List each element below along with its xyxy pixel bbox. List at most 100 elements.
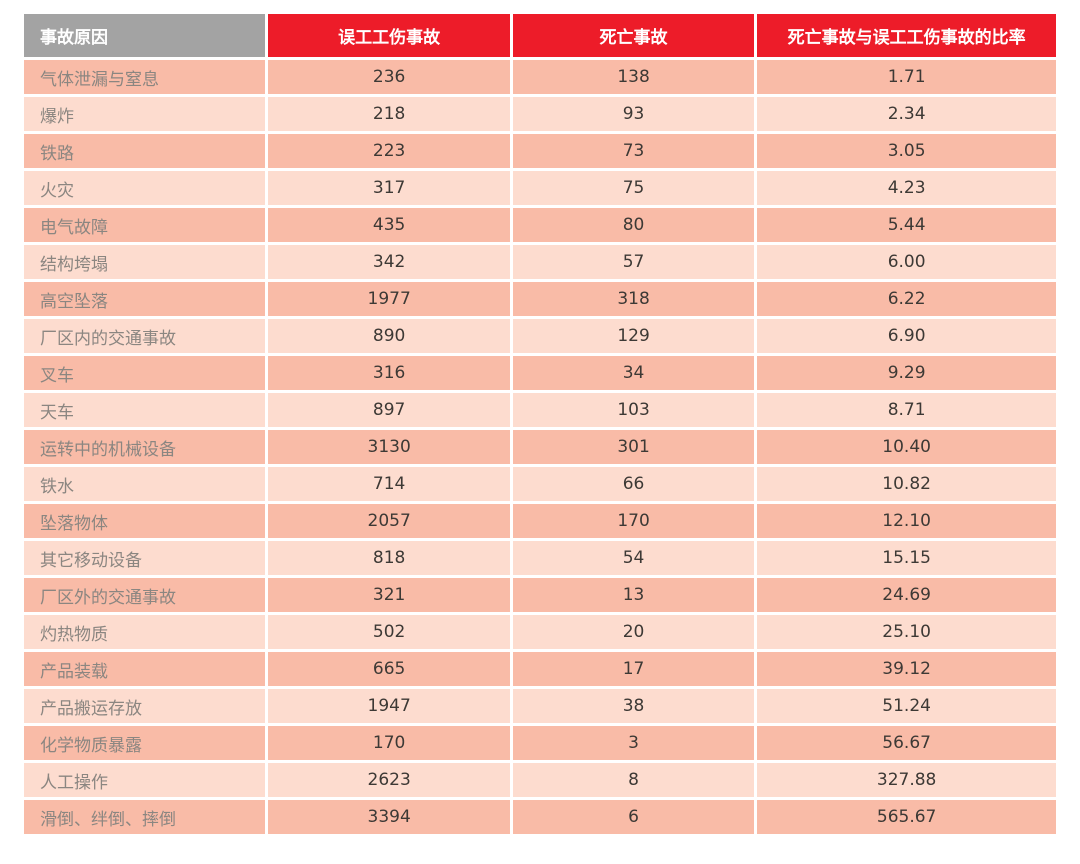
cell-value: 6: [512, 800, 755, 834]
cell-accident-cause: 铁水: [24, 467, 266, 501]
cell-value: 170: [512, 504, 755, 538]
cell-accident-cause: 滑倒、绊倒、摔倒: [24, 800, 266, 834]
cell-accident-cause: 铁路: [24, 134, 266, 168]
cell-accident-cause: 厂区外的交通事故: [24, 578, 266, 612]
cell-value: 138: [512, 60, 755, 94]
cell-value: 3.05: [757, 134, 1056, 168]
cell-value: 818: [268, 541, 510, 575]
cell-value: 236: [268, 60, 510, 94]
cell-value: 565.67: [757, 800, 1056, 834]
cell-value: 54: [512, 541, 755, 575]
cell-value: 218: [268, 97, 510, 131]
table-row: 高空坠落 1977 318 6.22: [24, 282, 1056, 316]
cell-value: 301: [512, 430, 755, 464]
cell-value: 80: [512, 208, 755, 242]
cell-value: 6.00: [757, 245, 1056, 279]
cell-accident-cause: 运转中的机械设备: [24, 430, 266, 464]
cell-value: 73: [512, 134, 755, 168]
table-row: 火灾 317 75 4.23: [24, 171, 1056, 205]
table-body: 气体泄漏与窒息 236 138 1.71 爆炸 218 93 2.34 铁路 223 73 3.05 火…: [24, 60, 1056, 834]
cell-value: 2057: [268, 504, 510, 538]
cell-value: 1.71: [757, 60, 1056, 94]
table-row: 电气故障 435 80 5.44: [24, 208, 1056, 242]
table-row: 厂区外的交通事故 321 13 24.69: [24, 578, 1056, 612]
cell-value: 20: [512, 615, 755, 649]
cell-value: 435: [268, 208, 510, 242]
cell-value: 2.34: [757, 97, 1056, 131]
table-row: 爆炸 218 93 2.34: [24, 97, 1056, 131]
cell-accident-cause: 灼热物质: [24, 615, 266, 649]
column-header-metric-2: 死亡事故: [512, 14, 755, 57]
cell-accident-cause: 气体泄漏与窒息: [24, 60, 266, 94]
cell-value: 129: [512, 319, 755, 353]
table-row: 铁水 714 66 10.82: [24, 467, 1056, 501]
cell-value: 10.40: [757, 430, 1056, 464]
cell-value: 502: [268, 615, 510, 649]
table-row: 灼热物质 502 20 25.10: [24, 615, 1056, 649]
cell-accident-cause: 电气故障: [24, 208, 266, 242]
table-row: 气体泄漏与窒息 236 138 1.71: [24, 60, 1056, 94]
cell-value: 57: [512, 245, 755, 279]
cell-value: 170: [268, 726, 510, 760]
cell-value: 890: [268, 319, 510, 353]
table-row: 运转中的机械设备 3130 301 10.40: [24, 430, 1056, 464]
cell-value: 56.67: [757, 726, 1056, 760]
table-row: 化学物质暴露 170 3 56.67: [24, 726, 1056, 760]
cell-value: 38: [512, 689, 755, 723]
cell-value: 15.15: [757, 541, 1056, 575]
cell-value: 3: [512, 726, 755, 760]
table-row: 天车 897 103 8.71: [24, 393, 1056, 427]
cell-value: 12.10: [757, 504, 1056, 538]
cell-accident-cause: 火灾: [24, 171, 266, 205]
cell-value: 321: [268, 578, 510, 612]
cell-value: 5.44: [757, 208, 1056, 242]
cell-value: 317: [268, 171, 510, 205]
cell-value: 75: [512, 171, 755, 205]
cell-value: 665: [268, 652, 510, 686]
cell-value: 13: [512, 578, 755, 612]
table-row: 其它移动设备 818 54 15.15: [24, 541, 1056, 575]
cell-value: 1977: [268, 282, 510, 316]
cell-accident-cause: 高空坠落: [24, 282, 266, 316]
cell-value: 51.24: [757, 689, 1056, 723]
cell-accident-cause: 产品装载: [24, 652, 266, 686]
cell-value: 8: [512, 763, 755, 797]
table-row: 结构垮塌 342 57 6.00: [24, 245, 1056, 279]
table-row: 滑倒、绊倒、摔倒 3394 6 565.67: [24, 800, 1056, 834]
cell-accident-cause: 结构垮塌: [24, 245, 266, 279]
cell-accident-cause: 坠落物体: [24, 504, 266, 538]
cell-accident-cause: 人工操作: [24, 763, 266, 797]
cell-value: 6.90: [757, 319, 1056, 353]
cell-value: 714: [268, 467, 510, 501]
cell-value: 1947: [268, 689, 510, 723]
cell-value: 3394: [268, 800, 510, 834]
cell-value: 17: [512, 652, 755, 686]
column-header-cause: 事故原因: [24, 14, 266, 57]
cell-value: 6.22: [757, 282, 1056, 316]
column-header-metric-1: 误工工伤事故: [268, 14, 510, 57]
cell-accident-cause: 叉车: [24, 356, 266, 390]
header-row: 事故原因 误工工伤事故 死亡事故 死亡事故与误工工伤事故的比率: [24, 14, 1056, 57]
cell-accident-cause: 爆炸: [24, 97, 266, 131]
cell-value: 316: [268, 356, 510, 390]
cell-value: 66: [512, 467, 755, 501]
table-row: 叉车 316 34 9.29: [24, 356, 1056, 390]
cell-value: 327.88: [757, 763, 1056, 797]
column-header-metric-3: 死亡事故与误工工伤事故的比率: [757, 14, 1056, 57]
cell-accident-cause: 天车: [24, 393, 266, 427]
cell-value: 10.82: [757, 467, 1056, 501]
cell-value: 8.71: [757, 393, 1056, 427]
table-row: 厂区内的交通事故 890 129 6.90: [24, 319, 1056, 353]
table-row: 坠落物体 2057 170 12.10: [24, 504, 1056, 538]
cell-value: 342: [268, 245, 510, 279]
cell-value: 897: [268, 393, 510, 427]
cell-value: 223: [268, 134, 510, 168]
table-header: 事故原因 误工工伤事故 死亡事故 死亡事故与误工工伤事故的比率: [24, 14, 1056, 57]
accident-statistics-table: 事故原因 误工工伤事故 死亡事故 死亡事故与误工工伤事故的比率 气体泄漏与窒息 236 1…: [21, 11, 1059, 837]
cell-value: 39.12: [757, 652, 1056, 686]
cell-value: 25.10: [757, 615, 1056, 649]
cell-accident-cause: 化学物质暴露: [24, 726, 266, 760]
cell-value: 9.29: [757, 356, 1056, 390]
cell-value: 34: [512, 356, 755, 390]
